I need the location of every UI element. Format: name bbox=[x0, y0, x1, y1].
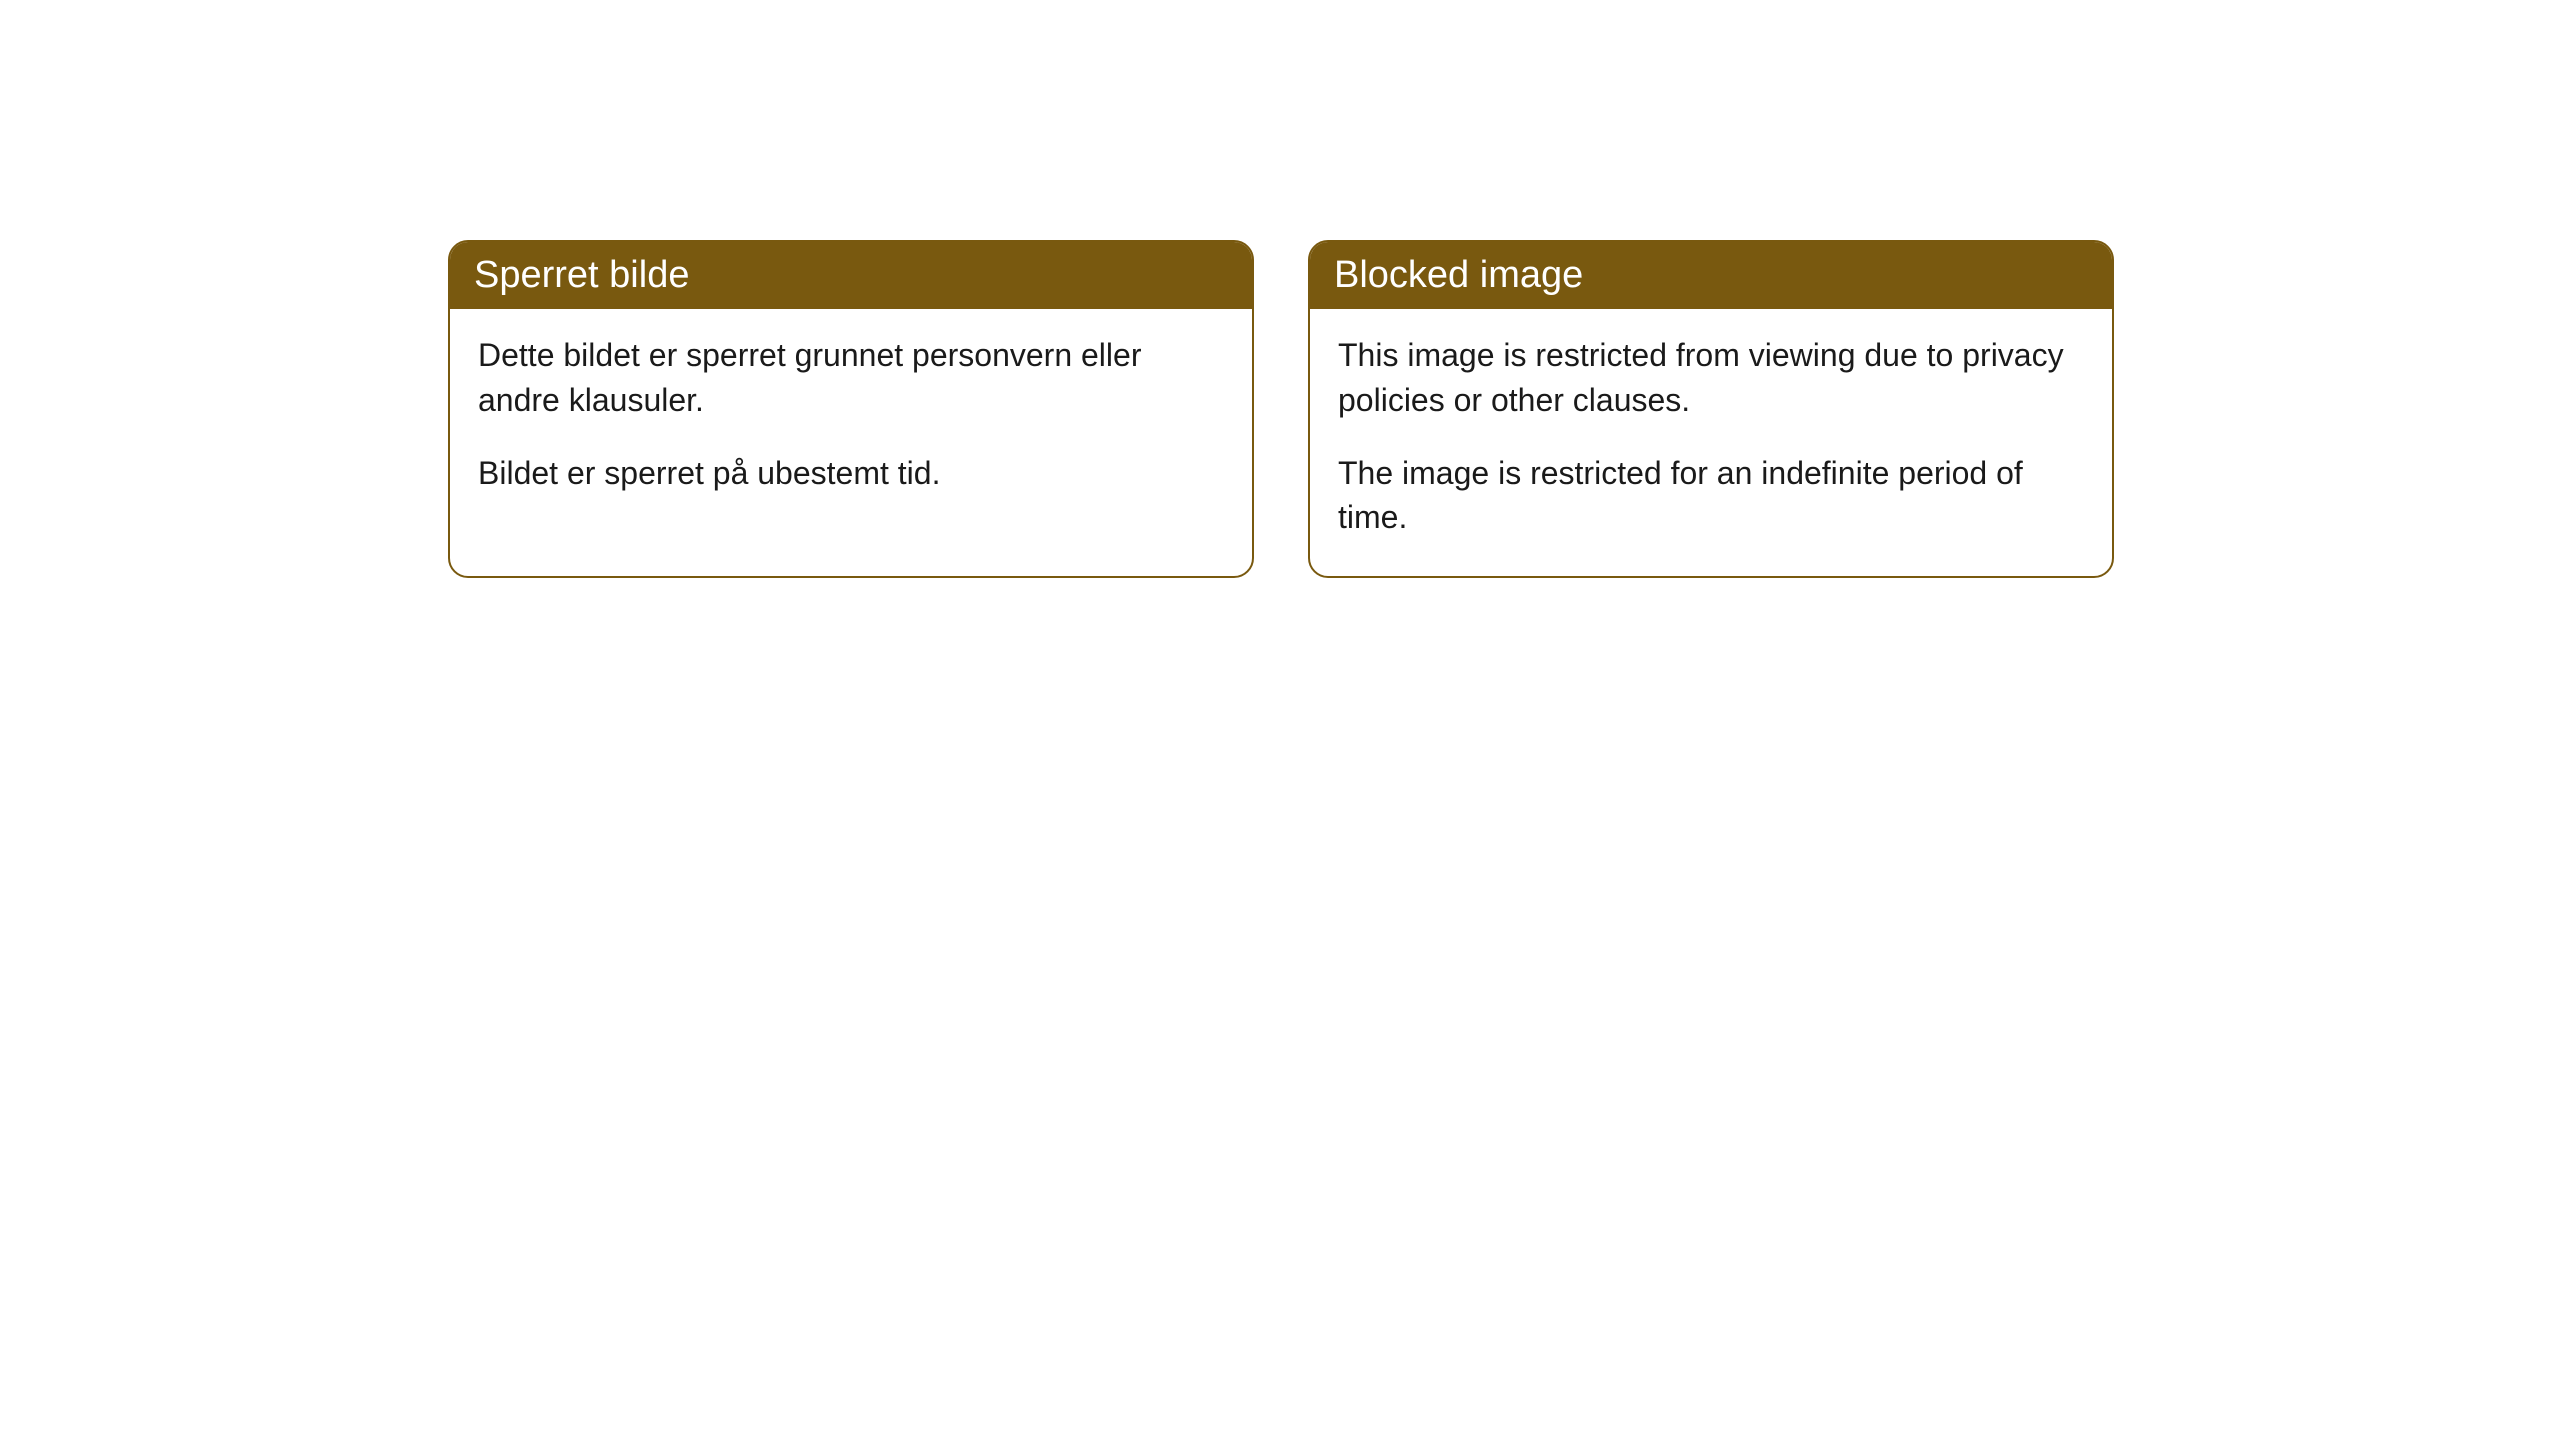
card-body-norwegian: Dette bildet er sperret grunnet personve… bbox=[450, 309, 1252, 531]
card-body-english: This image is restricted from viewing du… bbox=[1310, 309, 2112, 576]
card-paragraph-1: Dette bildet er sperret grunnet personve… bbox=[478, 333, 1224, 423]
card-header-norwegian: Sperret bilde bbox=[450, 242, 1252, 309]
card-english: Blocked image This image is restricted f… bbox=[1308, 240, 2114, 578]
card-paragraph-2: Bildet er sperret på ubestemt tid. bbox=[478, 451, 1224, 496]
card-paragraph-1: This image is restricted from viewing du… bbox=[1338, 333, 2084, 423]
card-norwegian: Sperret bilde Dette bildet er sperret gr… bbox=[448, 240, 1254, 578]
card-paragraph-2: The image is restricted for an indefinit… bbox=[1338, 451, 2084, 541]
cards-container: Sperret bilde Dette bildet er sperret gr… bbox=[0, 0, 2560, 578]
card-header-english: Blocked image bbox=[1310, 242, 2112, 309]
